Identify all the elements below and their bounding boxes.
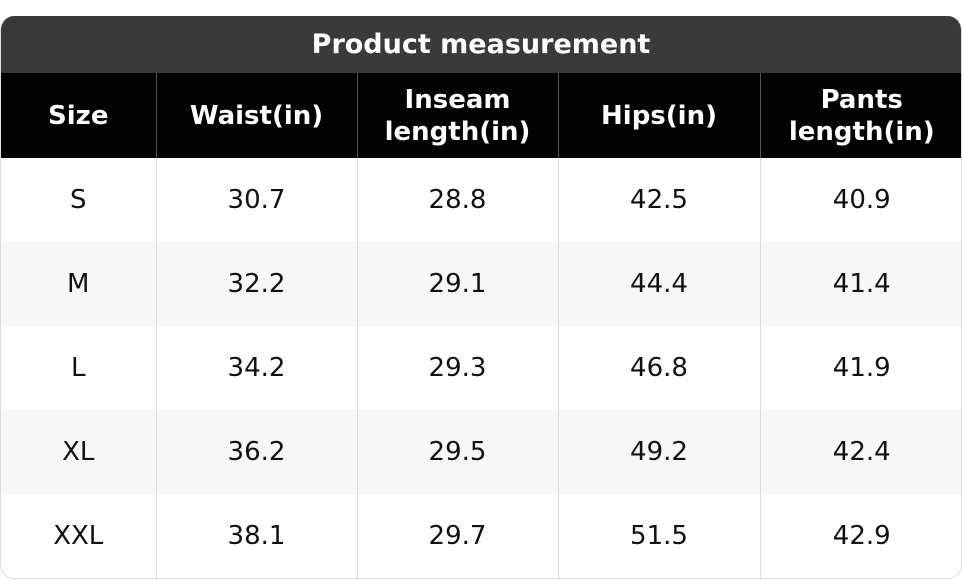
table-row: M 32.2 29.1 44.4 41.4	[1, 242, 961, 326]
table-cell: 41.9	[759, 326, 961, 410]
table-row: XL 36.2 29.5 49.2 42.4	[1, 410, 961, 494]
table-cell: 34.2	[155, 326, 357, 410]
table-cell: 51.5	[557, 494, 760, 578]
table-cell: 28.8	[356, 158, 558, 242]
table-cell: 44.4	[557, 242, 760, 326]
table-cell: 29.3	[356, 326, 558, 410]
table-cell: 32.2	[155, 242, 357, 326]
table-cell: 41.4	[759, 242, 961, 326]
table-cell: 42.4	[759, 410, 961, 494]
table-cell: 42.5	[557, 158, 760, 242]
table-cell: 49.2	[557, 410, 760, 494]
table-row: XXL 38.1 29.7 51.5 42.9	[1, 494, 961, 578]
measurement-card: Product measurement Size Waist(in) Inseam …	[0, 16, 962, 579]
header-cell: Hips(in)	[557, 73, 760, 158]
table-cell: 40.9	[759, 158, 961, 242]
header-cell: Size	[1, 73, 156, 158]
table-cell: 29.7	[356, 494, 558, 578]
table-cell: 29.5	[356, 410, 558, 494]
table-cell: 30.7	[155, 158, 357, 242]
table-row: L 34.2 29.3 46.8 41.9	[1, 326, 961, 410]
table-cell: M	[1, 242, 156, 326]
size-table: Size Waist(in) Inseam length(in) Hips(in) Pa…	[1, 73, 961, 578]
table-cell: S	[69, 185, 87, 215]
header-cell: Pants length(in)	[759, 73, 961, 158]
table-cell: 29.1	[356, 242, 558, 326]
table-cell: 36.2	[155, 410, 357, 494]
header-row: Size Waist(in) Inseam length(in) Hips(in) Pa…	[1, 73, 961, 158]
table-title: Product measurement	[1, 16, 961, 73]
header-cell: Inseam length(in)	[356, 73, 558, 158]
table-row: S 30.7 28.8 42.5 40.9	[1, 158, 961, 242]
table-body: S 30.7 28.8 42.5 40.9 M 32.2 29.1 44.4 41.4 L 34.2 2…	[1, 158, 961, 578]
table-cell: XL	[1, 410, 156, 494]
table-cell: XXL	[53, 521, 104, 551]
table-cell: 46.8	[557, 326, 760, 410]
table-cell: 42.9	[759, 494, 961, 578]
table-cell: 38.1	[155, 494, 357, 578]
header-cell: Waist(in)	[155, 73, 357, 158]
table-cell: L	[71, 353, 86, 383]
